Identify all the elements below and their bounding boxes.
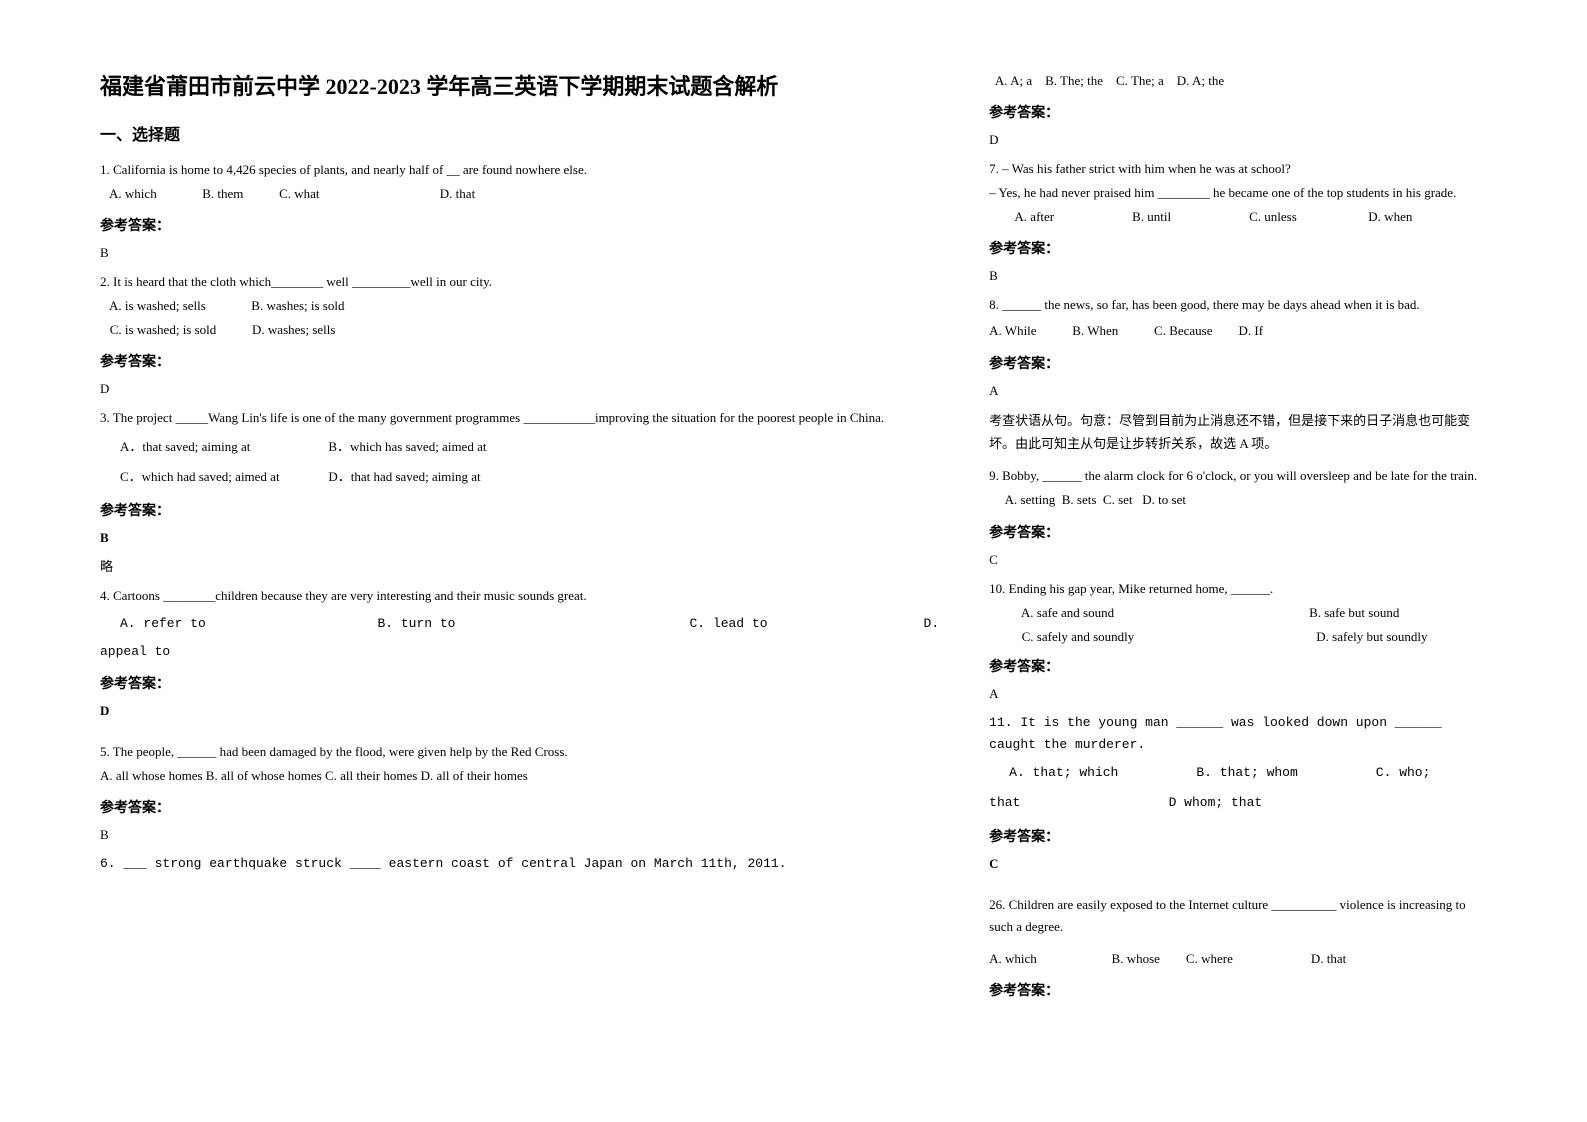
answer-label: 参考答案： (989, 102, 1487, 122)
question-4-options: A. refer to B. turn to C. lead to D. (120, 611, 939, 637)
answer-label: 参考答案： (989, 238, 1487, 258)
answer-label: 参考答案： (100, 351, 939, 371)
question-10-opt-b: C. safely and soundly D. safely but soun… (989, 626, 1487, 648)
answer-1: B (100, 245, 939, 261)
question-1-options: A. which B. them C. what D. that (100, 183, 939, 205)
question-10: 10. Ending his gap year, Mike returned h… (989, 578, 1487, 600)
question-2-opt-b: C. is washed; is sold D. washes; sells (100, 319, 939, 341)
question-2-opt-a: A. is washed; sells B. washes; is sold (100, 295, 939, 317)
answer-label: 参考答案： (100, 673, 939, 693)
question-6-options: A. A; a B. The; the C. The; a D. A; the (989, 70, 1487, 92)
question-11-opt-b: that D whom; that (989, 790, 1487, 816)
question-4-options-2: appeal to (100, 641, 939, 663)
answer-9: C (989, 552, 1487, 568)
answer-label: 参考答案： (100, 215, 939, 235)
question-26-options: A. which B. whose C. where D. that (989, 948, 1487, 970)
question-3-opt-b: C．which had saved; aimed at D．that had s… (120, 464, 939, 490)
question-11-opt-a: A. that; which B. that; whom C. who; (1009, 760, 1487, 786)
question-8-options: A. While B. When C. Because D. If (989, 320, 1487, 342)
question-2: 2. It is heard that the cloth which_____… (100, 271, 939, 293)
question-8: 8. ______ the news, so far, has been goo… (989, 294, 1487, 316)
answer-10: A (989, 686, 1487, 702)
question-5-options: A. all whose homes B. all of whose homes… (100, 765, 939, 787)
answer-4: D (100, 703, 939, 719)
answer-11: C (989, 856, 1487, 872)
doc-title: 福建省莆田市前云中学 2022-2023 学年高三英语下学期期末试题含解析 (100, 70, 939, 103)
right-column: A. A; a B. The; the C. The; a D. A; the … (989, 70, 1487, 1082)
answer-5: B (100, 827, 939, 843)
question-1: 1. California is home to 4,426 species o… (100, 159, 939, 181)
answer-label: 参考答案： (989, 980, 1487, 1000)
answer-3b: 略 (100, 556, 939, 575)
question-7b: – Yes, he had never praised him ________… (989, 182, 1487, 204)
answer-3: B (100, 530, 939, 546)
explanation-8: 考查状语从句。句意：尽管到目前为止消息还不错，但是接下来的日子消息也可能变坏。由… (989, 409, 1487, 456)
answer-7: B (989, 268, 1487, 284)
answer-label: 参考答案： (989, 826, 1487, 846)
question-3: 3. The project _____Wang Lin's life is o… (100, 407, 939, 429)
question-11: 11. It is the young man ______ was looke… (989, 712, 1487, 756)
question-6: 6. ___ strong earthquake struck ____ eas… (100, 853, 939, 875)
question-9: 9. Bobby, ______ the alarm clock for 6 o… (989, 465, 1487, 487)
left-column: 福建省莆田市前云中学 2022-2023 学年高三英语下学期期末试题含解析 一、… (100, 70, 939, 1082)
question-26: 26. Children are easily exposed to the I… (989, 894, 1487, 938)
answer-label: 参考答案： (989, 656, 1487, 676)
question-3-opt-a: A．that saved; aiming at B．which has save… (120, 434, 939, 460)
question-7-options: A. after B. until C. unless D. when (989, 206, 1487, 228)
answer-label: 参考答案： (100, 500, 939, 520)
question-4: 4. Cartoons ________children because the… (100, 585, 939, 607)
answer-2: D (100, 381, 939, 397)
answer-8: A (989, 383, 1487, 399)
answer-label: 参考答案： (100, 797, 939, 817)
question-10-opt-a: A. safe and sound B. safe but sound (989, 602, 1487, 624)
answer-6: D (989, 132, 1487, 148)
answer-label: 参考答案： (989, 522, 1487, 542)
answer-label: 参考答案： (989, 353, 1487, 373)
question-9-options: A. setting B. sets C. set D. to set (989, 489, 1487, 511)
question-7: 7. – Was his father strict with him when… (989, 158, 1487, 180)
section-heading: 一、选择题 (100, 121, 939, 145)
question-5: 5. The people, ______ had been damaged b… (100, 741, 939, 763)
